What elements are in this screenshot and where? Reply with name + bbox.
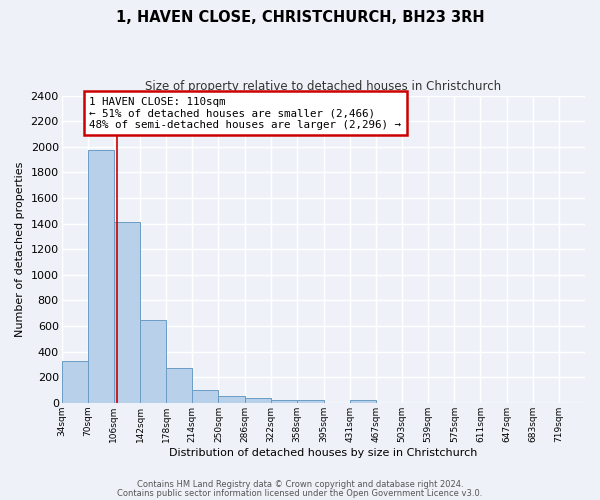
X-axis label: Distribution of detached houses by size in Christchurch: Distribution of detached houses by size …: [169, 448, 478, 458]
Bar: [62, 361, 88, 403]
Bar: [297, 400, 323, 403]
Bar: [114, 222, 140, 403]
Text: Contains public sector information licensed under the Open Government Licence v3: Contains public sector information licen…: [118, 490, 482, 498]
Text: 1, HAVEN CLOSE, CHRISTCHURCH, BH23 3RH: 1, HAVEN CLOSE, CHRISTCHURCH, BH23 3RH: [116, 10, 484, 25]
Bar: [166, 368, 192, 403]
Bar: [88, 150, 114, 403]
Text: Contains HM Land Registry data © Crown copyright and database right 2024.: Contains HM Land Registry data © Crown c…: [137, 480, 463, 489]
Bar: [271, 400, 297, 403]
Bar: [245, 398, 271, 403]
Bar: [350, 400, 376, 403]
Bar: [192, 390, 218, 403]
Text: 1 HAVEN CLOSE: 110sqm
← 51% of detached houses are smaller (2,466)
48% of semi-d: 1 HAVEN CLOSE: 110sqm ← 51% of detached …: [89, 97, 401, 130]
Title: Size of property relative to detached houses in Christchurch: Size of property relative to detached ho…: [145, 80, 502, 93]
Y-axis label: Number of detached properties: Number of detached properties: [15, 162, 25, 337]
Bar: [140, 320, 166, 403]
Bar: [218, 396, 245, 403]
